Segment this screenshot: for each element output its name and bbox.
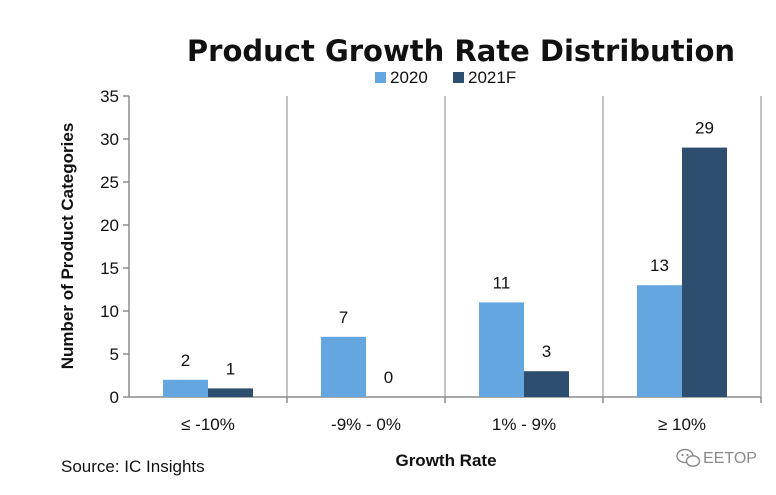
data-label-2021f: 29 — [695, 119, 714, 138]
y-tick-label: 35 — [100, 87, 119, 106]
data-label-2020: 11 — [493, 273, 511, 292]
y-tick-label: 30 — [100, 130, 119, 149]
legend-label-2020: 2020 — [390, 68, 428, 87]
y-axis-title: Number of Product Categories — [58, 123, 77, 370]
data-label-2021f: 0 — [384, 368, 393, 387]
y-tick-label: 20 — [100, 216, 119, 235]
source-note: Source: IC Insights — [61, 457, 205, 476]
bar-2020 — [321, 336, 366, 397]
y-tick-label: 10 — [100, 302, 119, 321]
bar-2021f — [524, 371, 569, 397]
y-tick-label: 5 — [110, 345, 119, 364]
data-label-2021f: 3 — [542, 342, 551, 361]
bar-2020 — [637, 285, 682, 397]
data-label-2021f: 1 — [226, 359, 235, 378]
watermark: EETOP — [676, 448, 757, 467]
bar-2021f — [208, 388, 253, 397]
data-label-2020: 7 — [339, 308, 348, 327]
legend: 2020 2021F — [375, 68, 516, 87]
legend-label-2021f: 2021F — [468, 68, 516, 87]
x-tick-labels: ≤ -10% -9% - 0% 1% - 9% ≥ 10% — [181, 415, 706, 434]
bars — [163, 147, 727, 397]
y-tick-labels: 0 5 10 15 20 25 30 35 — [100, 87, 119, 407]
grid-lines — [286, 96, 762, 397]
legend-swatch-2020 — [375, 72, 386, 83]
category-label: ≤ -10% — [181, 415, 235, 434]
data-label-2020: 2 — [181, 351, 190, 370]
y-tick-label: 25 — [100, 173, 119, 192]
category-label: 1% - 9% — [492, 415, 556, 434]
y-tick-label: 15 — [100, 259, 119, 278]
legend-swatch-2021f — [453, 72, 464, 83]
watermark-text: EETOP — [703, 450, 757, 467]
category-label: -9% - 0% — [331, 415, 401, 434]
bar-2021f — [682, 147, 727, 397]
bar-2020 — [163, 379, 208, 397]
category-label: ≥ 10% — [658, 415, 706, 434]
y-tick-label: 0 — [110, 388, 119, 407]
data-labels: 2 1 7 0 11 3 13 29 — [181, 119, 714, 387]
bar-2020 — [479, 302, 524, 397]
wechat-icon — [676, 448, 701, 467]
chart-title: Product Growth Rate Distribution — [187, 34, 735, 68]
x-axis-title: Growth Rate — [395, 451, 496, 470]
data-label-2020: 13 — [650, 256, 669, 275]
